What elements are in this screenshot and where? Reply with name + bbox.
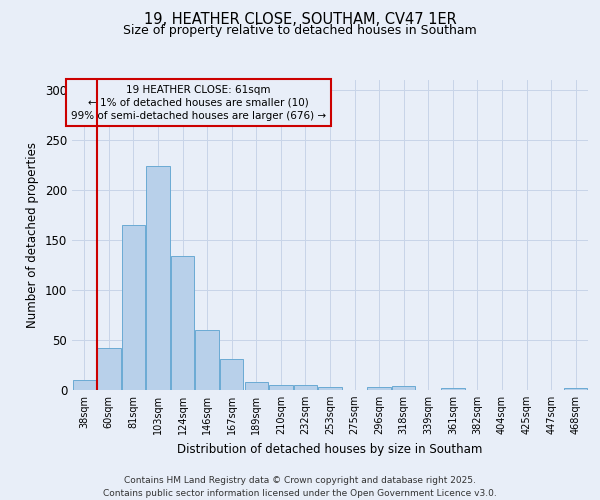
Bar	[196, 330, 219, 390]
Bar	[171, 256, 194, 390]
Y-axis label: Number of detached properties: Number of detached properties	[26, 142, 40, 328]
Bar	[319, 387, 341, 390]
Text: Size of property relative to detached houses in Southam: Size of property relative to detached ho…	[123, 24, 477, 37]
Bar	[392, 386, 415, 390]
Text: 19, HEATHER CLOSE, SOUTHAM, CV47 1ER: 19, HEATHER CLOSE, SOUTHAM, CV47 1ER	[143, 12, 457, 28]
Bar	[564, 388, 587, 390]
Bar	[220, 359, 244, 390]
Bar	[122, 225, 145, 390]
Text: 19 HEATHER CLOSE: 61sqm
← 1% of detached houses are smaller (10)
99% of semi-det: 19 HEATHER CLOSE: 61sqm ← 1% of detached…	[71, 84, 326, 121]
Bar	[367, 387, 391, 390]
Bar	[269, 385, 293, 390]
Bar	[97, 348, 121, 390]
Bar	[73, 380, 96, 390]
Text: Contains HM Land Registry data © Crown copyright and database right 2025.
Contai: Contains HM Land Registry data © Crown c…	[103, 476, 497, 498]
Bar	[245, 382, 268, 390]
X-axis label: Distribution of detached houses by size in Southam: Distribution of detached houses by size …	[178, 442, 482, 456]
Bar	[441, 388, 464, 390]
Bar	[294, 385, 317, 390]
Bar	[146, 166, 170, 390]
